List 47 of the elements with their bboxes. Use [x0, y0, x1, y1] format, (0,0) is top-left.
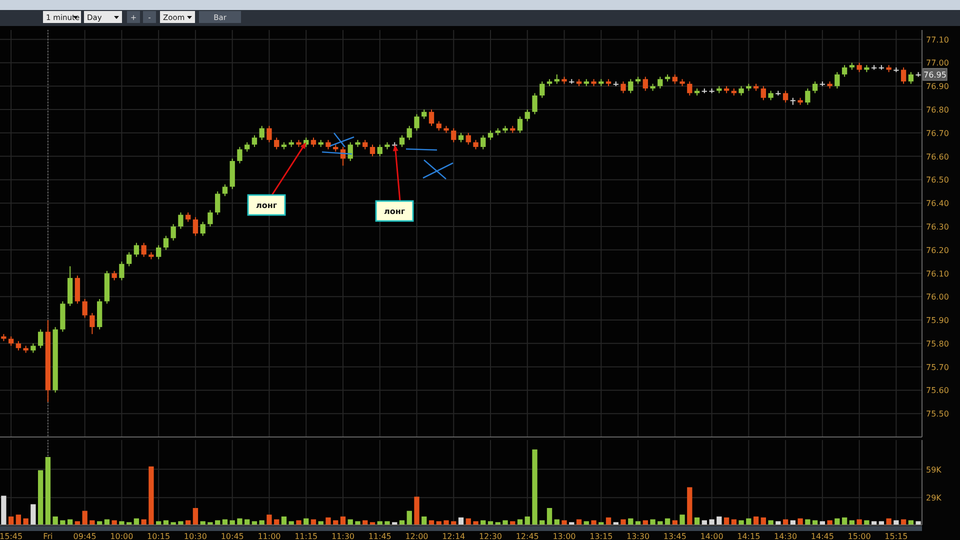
x-tick-label: 13:15	[590, 532, 613, 540]
x-tick-label: 10:00	[110, 532, 134, 540]
y-tick-label: 76.40	[926, 199, 949, 208]
x-tick-label: 15:15	[884, 532, 908, 540]
y-tick-label: 75.60	[926, 386, 949, 396]
y-tick-label: 76.90	[926, 82, 949, 92]
y-tick-label: 75.50	[926, 410, 949, 419]
y-tick-label: 29K	[926, 494, 942, 503]
x-tick-label: 12:30	[478, 532, 502, 540]
x-tick-label: 13:00	[552, 532, 576, 540]
x-tick-label: 11:45	[368, 532, 392, 540]
x-tick-label: 10:30	[184, 532, 207, 540]
x-tick-label: 12:45	[516, 532, 539, 540]
y-tick-label: 76.30	[926, 222, 949, 232]
y-tick-label: 76.80	[926, 106, 949, 115]
y-tick-label: 77.10	[926, 35, 949, 44]
x-tick-label: 12:00	[405, 532, 428, 540]
annotation: лонг	[384, 207, 406, 216]
x-tick-label: 14:00	[700, 532, 724, 540]
y-tick-label: 75.70	[926, 362, 949, 372]
y-tick-label: 75.90	[926, 316, 949, 326]
x-tick-label: Fri	[43, 532, 53, 540]
x-tick-label: 13:30	[626, 532, 650, 540]
x-tick-label: 12:14	[442, 532, 466, 540]
y-tick-label: 59K	[926, 465, 942, 474]
y-tick-label: 76.60	[926, 152, 949, 162]
y-tick-label: 77.00	[926, 58, 949, 68]
x-tick-label: 14:30	[774, 532, 798, 540]
x-tick-label: 15:45	[0, 532, 23, 540]
x-tick-label: 11:00	[258, 532, 281, 540]
x-tick-label: 10:45	[220, 532, 244, 540]
y-tick-label: 75.80	[926, 339, 949, 348]
x-tick-label: 15:00	[848, 532, 871, 540]
annotation: 76.95	[924, 70, 946, 80]
y-tick-label: 76.10	[926, 269, 949, 278]
y-tick-label: 76.00	[926, 292, 949, 302]
y-tick-label: 76.70	[926, 128, 949, 138]
x-tick-label: 11:15	[294, 532, 318, 540]
x-tick-label: 14:45	[810, 532, 834, 540]
x-tick-label: 14:15	[737, 532, 760, 540]
x-tick-label: 09:45	[73, 532, 96, 540]
y-tick-label: 76.20	[926, 246, 949, 255]
x-tick-label: 11:30	[331, 532, 355, 540]
x-tick-label: 10:15	[147, 532, 170, 540]
y-tick-label: 76.50	[926, 176, 949, 185]
x-tick-label: 13:45	[663, 532, 686, 540]
annotation: лонг	[256, 201, 278, 210]
